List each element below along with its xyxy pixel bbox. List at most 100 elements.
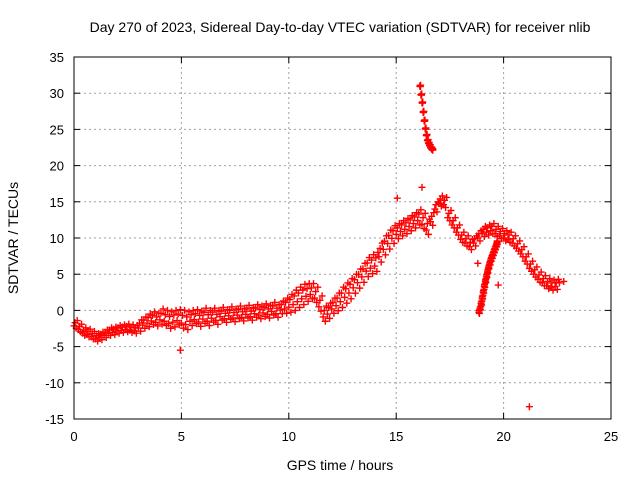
- y-tick-label: 0: [57, 303, 64, 318]
- data-point: [399, 232, 407, 240]
- data-point: [371, 262, 379, 270]
- data-point: [386, 245, 394, 253]
- data-point: [333, 294, 341, 302]
- data-point: [409, 220, 417, 228]
- data-point: [285, 303, 293, 311]
- data-point: [199, 315, 207, 323]
- y-tick-label: -15: [45, 412, 64, 427]
- data-point: [356, 284, 364, 292]
- data-point: [228, 303, 236, 311]
- data-point: [351, 289, 359, 297]
- data-point: [317, 307, 325, 315]
- data-point: [147, 317, 155, 325]
- data-point: [200, 309, 208, 317]
- data-point: [269, 302, 277, 310]
- data-point: [323, 310, 331, 318]
- data-point: [257, 315, 265, 323]
- x-tick-label: 25: [604, 429, 618, 444]
- x-tick-label: 0: [70, 429, 77, 444]
- data-point: [152, 318, 160, 326]
- data-point: [165, 320, 173, 328]
- data-point: [172, 306, 180, 314]
- data-point: [291, 306, 299, 314]
- data-point: [474, 259, 482, 267]
- data-point: [161, 311, 169, 319]
- data-point: [337, 289, 345, 297]
- data-point: [410, 213, 418, 221]
- data-point: [187, 311, 195, 319]
- data-point: [271, 298, 279, 306]
- data-point: [467, 246, 475, 254]
- data-point: [507, 228, 515, 236]
- data-point: [254, 301, 262, 309]
- x-tick-label: 20: [496, 429, 510, 444]
- data-point: [304, 297, 312, 305]
- data-point: [541, 272, 549, 280]
- data-point: [349, 284, 357, 292]
- data-point: [180, 324, 188, 332]
- data-point: [555, 279, 563, 287]
- data-point: [231, 318, 239, 326]
- data-point: [212, 316, 220, 324]
- data-point: [379, 245, 387, 253]
- data-point: [195, 318, 203, 326]
- data-point: [310, 280, 318, 288]
- data-point: [260, 304, 268, 312]
- data-point: [494, 222, 502, 230]
- data-point: [326, 314, 334, 322]
- data-point: [209, 308, 217, 316]
- data-point: [194, 306, 202, 314]
- data-point: [377, 258, 385, 266]
- data-point: [332, 302, 340, 310]
- data-point: [316, 296, 324, 304]
- data-point: [560, 277, 568, 285]
- data-point: [303, 285, 311, 293]
- data-point: [427, 218, 435, 226]
- data-point: [102, 334, 110, 342]
- data-point: [398, 221, 406, 229]
- data-point: [476, 237, 484, 245]
- data-point: [246, 313, 254, 321]
- data-point: [173, 317, 181, 325]
- data-point: [321, 317, 329, 325]
- data-point: [220, 315, 228, 323]
- data-point: [281, 305, 289, 313]
- data-point: [442, 204, 450, 212]
- data-point: [293, 298, 301, 306]
- data-point: [389, 227, 397, 235]
- data-point: [554, 275, 562, 283]
- data-point: [319, 313, 327, 321]
- data-point: [472, 242, 480, 250]
- data-point: [315, 303, 323, 311]
- data-point: [407, 227, 415, 235]
- data-point: [190, 316, 198, 324]
- data-point: [144, 314, 152, 322]
- data-point: [78, 320, 86, 328]
- data-point: [169, 318, 177, 326]
- data-point: [300, 301, 308, 309]
- data-point: [311, 294, 319, 302]
- data-point: [520, 243, 528, 251]
- data-point: [430, 209, 438, 217]
- data-point: [226, 306, 234, 314]
- data-point: [493, 237, 501, 245]
- data-point: [156, 316, 164, 324]
- data-point: [176, 346, 184, 354]
- data-point: [419, 214, 427, 222]
- data-point: [360, 278, 368, 286]
- data-point: [177, 319, 185, 327]
- data-point: [170, 311, 178, 319]
- data-point: [421, 209, 429, 217]
- data-point: [233, 311, 241, 319]
- data-point: [243, 305, 251, 313]
- data-point: [529, 257, 537, 265]
- y-tick-label: 15: [50, 195, 64, 210]
- data-point: [366, 264, 374, 272]
- data-point: [299, 286, 307, 294]
- data-point: [354, 279, 362, 287]
- data-point: [82, 324, 90, 332]
- data-point: [421, 116, 429, 124]
- data-points: [70, 81, 568, 411]
- data-point: [274, 313, 282, 321]
- data-point: [362, 267, 370, 275]
